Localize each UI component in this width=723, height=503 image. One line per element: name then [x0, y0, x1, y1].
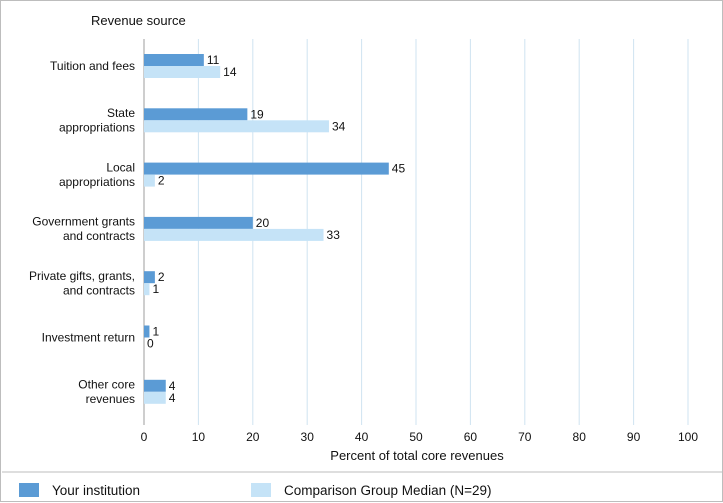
data-label: 1	[152, 325, 159, 339]
legend: Your institution Comparison Group Median …	[19, 483, 491, 498]
legend-swatch	[251, 483, 271, 497]
gridlines	[143, 39, 689, 425]
bar-comparison-median	[144, 120, 329, 133]
category-label: Government grants	[32, 215, 135, 229]
bar-your-institution	[144, 271, 155, 284]
data-label: 33	[327, 228, 341, 242]
bar-your-institution	[144, 108, 248, 121]
data-label: 2	[158, 270, 165, 284]
data-label: 45	[392, 162, 406, 176]
data-label: 14	[223, 65, 237, 79]
x-tick-label: 10	[192, 430, 206, 444]
category-label: Private gifts, grants,	[29, 269, 135, 283]
bar-comparison-median	[144, 283, 150, 296]
category-label: appropriations	[59, 175, 135, 189]
bar-comparison-median	[144, 174, 155, 187]
bars	[144, 54, 389, 404]
data-label: 0	[147, 337, 154, 351]
category-label: and contracts	[63, 283, 135, 297]
data-label: 1	[152, 282, 159, 296]
x-tick-label: 60	[464, 430, 478, 444]
bar-your-institution	[144, 379, 166, 392]
category-label: appropriations	[59, 121, 135, 135]
data-label: 4	[169, 379, 176, 393]
category-label: Local	[106, 160, 135, 174]
x-tick-label: 20	[246, 430, 260, 444]
x-tick-label: 90	[627, 430, 641, 444]
data-label: 20	[256, 216, 270, 230]
bar-your-institution	[144, 216, 253, 229]
bar-your-institution	[144, 162, 389, 175]
data-label: 2	[158, 174, 165, 188]
x-axis-title: Percent of total core revenues	[330, 448, 504, 463]
x-tick-label: 0	[141, 430, 148, 444]
bar-your-institution	[144, 54, 204, 66]
x-tick-label: 100	[678, 430, 698, 444]
x-tick-labels: 0 10 20 30 40 50 60 70 80 90 100	[141, 430, 699, 444]
data-label: 11	[207, 53, 220, 67]
x-tick-label: 70	[518, 430, 532, 444]
category-label: revenues	[86, 392, 135, 406]
legend-swatch	[19, 483, 39, 497]
x-tick-label: 30	[301, 430, 315, 444]
x-tick-label: 40	[355, 430, 369, 444]
category-label: and contracts	[63, 229, 135, 243]
x-tick-label: 50	[409, 430, 423, 444]
category-label: Other core	[78, 378, 135, 392]
data-label: 34	[332, 119, 346, 133]
category-labels: Tuition and feesStateappropriationsLocal…	[29, 59, 135, 406]
category-label: Tuition and fees	[50, 59, 135, 73]
legend-label: Your institution	[52, 483, 140, 498]
y-axis-title: Revenue source	[91, 13, 186, 28]
bar-comparison-median	[144, 228, 324, 241]
bar-your-institution	[144, 325, 150, 338]
x-tick-label: 80	[573, 430, 587, 444]
data-label: 19	[250, 107, 264, 121]
bar-comparison-median	[144, 66, 221, 78]
bar-comparison-median	[144, 391, 166, 404]
category-label: Investment return	[42, 331, 135, 345]
legend-label: Comparison Group Median (N=29)	[284, 483, 491, 498]
data-label: 4	[169, 391, 176, 405]
category-label: State	[107, 106, 135, 120]
